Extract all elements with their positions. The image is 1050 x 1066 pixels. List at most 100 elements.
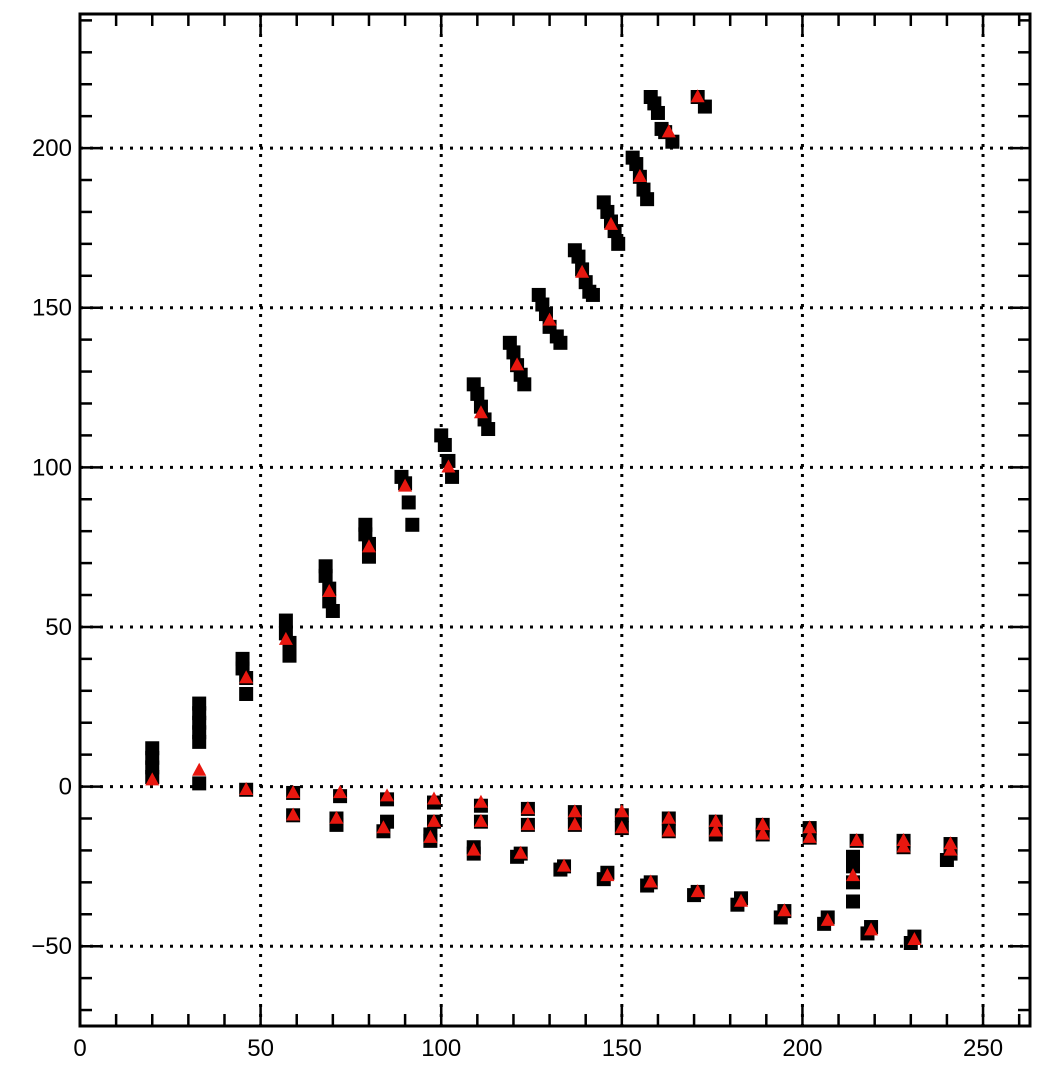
- triangle-point: [239, 670, 254, 684]
- triangle-point: [466, 842, 481, 856]
- triangle-point: [575, 264, 590, 278]
- grid-lines: [80, 14, 1030, 1026]
- square-point: [470, 386, 485, 401]
- triangle-point: [398, 478, 413, 492]
- square-point: [939, 852, 954, 867]
- triangle-point: [777, 903, 792, 917]
- triangle-point: [520, 801, 535, 815]
- triangle-point: [820, 912, 835, 926]
- triangle-point: [380, 788, 395, 802]
- triangle-point: [614, 804, 629, 818]
- triangle-point: [708, 813, 723, 827]
- square-point: [611, 236, 626, 251]
- triangle-point: [661, 823, 676, 837]
- triangle-point: [802, 820, 817, 834]
- triangle-point: [907, 932, 922, 946]
- x-tick-label: 0: [73, 1035, 86, 1062]
- axis-ticks: [78, 14, 1030, 1026]
- square-point: [192, 776, 207, 791]
- square-point: [640, 192, 655, 207]
- triangle-point: [239, 781, 254, 795]
- triangle-point: [322, 584, 337, 598]
- square-point: [650, 105, 665, 120]
- triangle-point: [192, 762, 207, 776]
- triangle-point: [755, 817, 770, 831]
- triangle-point: [286, 807, 301, 821]
- square-point: [405, 517, 420, 532]
- square-point: [278, 613, 293, 628]
- square-point: [697, 99, 712, 114]
- triangle-point: [708, 823, 723, 837]
- triangle-point: [734, 893, 749, 907]
- triangle-point: [661, 124, 676, 138]
- triangle-point: [329, 810, 344, 824]
- square-point: [401, 495, 416, 510]
- square-point: [846, 894, 861, 909]
- square-point: [481, 422, 496, 437]
- triangle-point: [473, 813, 488, 827]
- triangle-point: [643, 874, 658, 888]
- square-point: [282, 648, 297, 663]
- triangle-point: [473, 794, 488, 808]
- triangle-point: [513, 845, 528, 859]
- triangle-point: [441, 459, 456, 473]
- square-point: [437, 437, 452, 452]
- tick-labels: 0 50 100 150 200 250 −50 0 50 100 150 200: [31, 135, 1003, 1062]
- y-tick-label: −50: [31, 933, 72, 960]
- triangle-point: [661, 810, 676, 824]
- x-tick-label: 250: [963, 1035, 1003, 1062]
- x-tick-label: 150: [602, 1035, 642, 1062]
- square-point: [192, 734, 207, 749]
- triangle-point: [473, 405, 488, 419]
- triangle-point: [896, 839, 911, 853]
- triangle-point: [567, 804, 582, 818]
- triangle-point: [802, 829, 817, 843]
- triangle-point: [557, 858, 572, 872]
- triangle-point: [542, 312, 557, 326]
- square-point: [506, 345, 521, 360]
- x-tick-label: 100: [421, 1035, 461, 1062]
- square-point: [553, 335, 568, 350]
- triangle-point: [567, 817, 582, 831]
- triangle-point: [333, 785, 348, 799]
- square-point: [361, 549, 376, 564]
- triangle-point: [603, 216, 618, 230]
- triangle-point: [510, 357, 525, 371]
- square-point: [318, 568, 333, 583]
- square-point: [629, 157, 644, 172]
- triangle-point: [520, 817, 535, 831]
- triangle-point: [145, 772, 160, 786]
- triangle-point: [278, 631, 293, 645]
- series-squares: [145, 90, 958, 950]
- series-triangles: [145, 89, 958, 946]
- square-point: [517, 377, 532, 392]
- plot-frame: [78, 12, 1032, 1028]
- square-point: [445, 469, 460, 484]
- y-tick-label: 50: [45, 614, 72, 641]
- triangle-point: [376, 820, 391, 834]
- triangle-point: [943, 842, 958, 856]
- x-tick-label: 50: [247, 1035, 274, 1062]
- triangle-point: [423, 829, 438, 843]
- triangle-point: [361, 539, 376, 553]
- triangle-point: [426, 791, 441, 805]
- triangle-point: [864, 922, 879, 936]
- square-point: [571, 249, 586, 264]
- triangle-point: [846, 868, 861, 882]
- triangle-point: [690, 89, 705, 103]
- triangle-point: [426, 813, 441, 827]
- square-point: [846, 859, 861, 874]
- square-point: [325, 603, 340, 618]
- triangle-point: [849, 833, 864, 847]
- y-tick-label: 100: [32, 454, 72, 481]
- y-tick-label: 150: [32, 295, 72, 322]
- triangle-point: [600, 868, 615, 882]
- square-point: [239, 686, 254, 701]
- triangle-point: [286, 785, 301, 799]
- triangle-point: [690, 884, 705, 898]
- x-tick-label: 200: [782, 1035, 822, 1062]
- y-tick-label: 200: [32, 135, 72, 162]
- square-point: [585, 287, 600, 302]
- square-point: [665, 134, 680, 149]
